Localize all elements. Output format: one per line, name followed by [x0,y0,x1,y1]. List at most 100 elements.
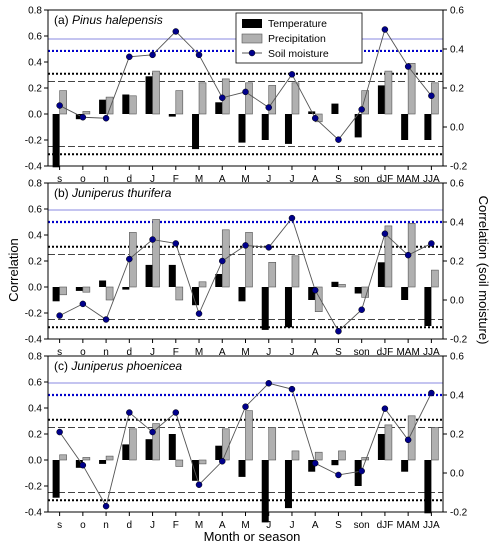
soil-moisture-point [358,106,365,113]
bar-temperature [354,114,362,138]
y-tick-label-right: 0.6 [450,352,464,363]
legend-label-soil: Soil moisture [268,48,329,60]
bar-temperature [284,287,292,328]
x-tick-label: son [354,174,370,185]
y-tick-label-left: 0.4 [28,58,42,69]
bar-precipitation [384,225,393,288]
soil-moisture-point [219,94,226,101]
x-tick-label: A [312,174,319,185]
y-tick-label-right: -0.2 [450,508,468,519]
x-tick-label: A [312,347,319,358]
bar-precipitation [198,82,207,115]
bar-temperature [75,114,83,120]
soil-moisture-point [265,104,272,111]
bar-temperature [261,460,269,523]
bar-temperature [99,280,107,287]
soil-moisture-point [56,102,63,109]
bar-temperature [261,287,269,330]
bar-precipitation [431,427,439,461]
panel-title-species: Juniperus thurifera [71,186,172,200]
y-tick-label-left: -0.2 [25,136,43,147]
soil-moisture-point [265,380,272,387]
x-tick-label: o [80,174,86,185]
y-tick-label-left: -0.4 [25,162,43,173]
bar-precipitation [105,96,114,115]
soil-moisture-point [102,114,110,122]
bar-temperature [354,287,362,294]
bar-precipitation [268,261,277,288]
soil-moisture-point [195,481,203,488]
y-tick-label-right: 0.4 [450,218,464,229]
bar-precipitation [245,232,253,288]
soil-moisture-point [265,244,272,251]
soil-moisture-point [79,300,87,308]
bar-temperature [215,445,223,460]
bar-temperature [331,281,339,287]
bar-precipitation [175,459,184,467]
bar-temperature [424,114,432,140]
bar-precipitation [314,451,323,461]
bar-precipitation [59,454,67,461]
bar-precipitation [361,90,369,115]
bar-temperature [377,85,385,114]
panels: -0.4 -0.2 0.0 0.2 0.4 0.6 0.8 -0.2 0.0 0.2 0.4 0.6 s… [25,6,468,532]
x-tick-label: J [266,174,271,185]
soil-moisture-point [126,409,133,416]
panel-title-letter: (a) [54,13,72,27]
bar-temperature [168,264,176,287]
bar-temperature [377,262,385,287]
bar-precipitation [245,410,253,461]
x-tick-label: S [335,347,342,358]
soil-moisture-point [149,51,156,59]
x-tick-label: M [195,520,203,531]
bar-precipitation [59,90,67,115]
legend-swatch-temperature [242,19,262,28]
x-tick-label: A [219,520,226,531]
soil-moisture-point [126,53,133,61]
panel-title: (b) Juniperus thurifera [54,186,172,200]
soil-moisture-point [288,214,296,222]
panel-1: -0.4 -0.2 0.0 0.2 0.4 0.6 0.8 -0.2 0.0 0.2 0.4 0.6 s… [25,6,468,186]
bar-temperature [122,444,130,460]
bar-precipitation [152,423,160,461]
x-tick-label: d [127,174,133,185]
soil-moisture-point [149,428,156,436]
soil-moisture-point [242,242,249,249]
x-tick-label: S [335,520,342,531]
x-tick-label: M [241,520,249,531]
bar-temperature [215,102,223,114]
bar-temperature [145,76,153,114]
soil-moisture-point [288,385,296,393]
bar-precipitation [198,281,207,288]
soil-moisture-point [242,88,249,96]
soil-moisture-point [404,436,412,444]
x-tick-label: n [103,347,109,358]
bar-precipitation [82,286,91,293]
x-tick-label: A [219,174,226,185]
bar-temperature [377,434,385,460]
panel-3: -0.4 -0.2 0.0 0.2 0.4 0.6 0.8 -0.2 0.0 0.2 0.4 0.6 s… [25,352,468,532]
bar-precipitation [361,286,369,298]
legend-label-precipitation: Precipitation [268,33,326,45]
y-tick-label-right: 0.0 [450,296,464,307]
panel-title: (a) Pinus halepensis [54,13,163,27]
bar-temperature [215,274,223,287]
panel-title: (c) Juniperus phoenicea [54,359,182,373]
soil-moisture-point [56,312,63,319]
bar-temperature [52,287,60,302]
soil-moisture-point [126,255,133,263]
y-tick-label-left: 0.0 [28,456,42,467]
panel-title-letter: (b) [54,186,72,200]
y-tick-label-left: -0.4 [25,508,43,519]
legend: Temperature Precipitation Soil moisture [235,12,363,64]
x-tick-label: son [354,520,370,531]
x-tick-label: J [289,174,294,185]
soil-moisture-point [102,316,110,323]
bar-precipitation [384,70,393,115]
x-tick-label: J [266,520,271,531]
y-tick-label-left: 0.6 [28,378,42,389]
y-axis-label-right: Correlation (soil moisture) [476,196,491,345]
soil-moisture-point [242,403,249,410]
panel-title-letter: (c) [54,359,71,373]
